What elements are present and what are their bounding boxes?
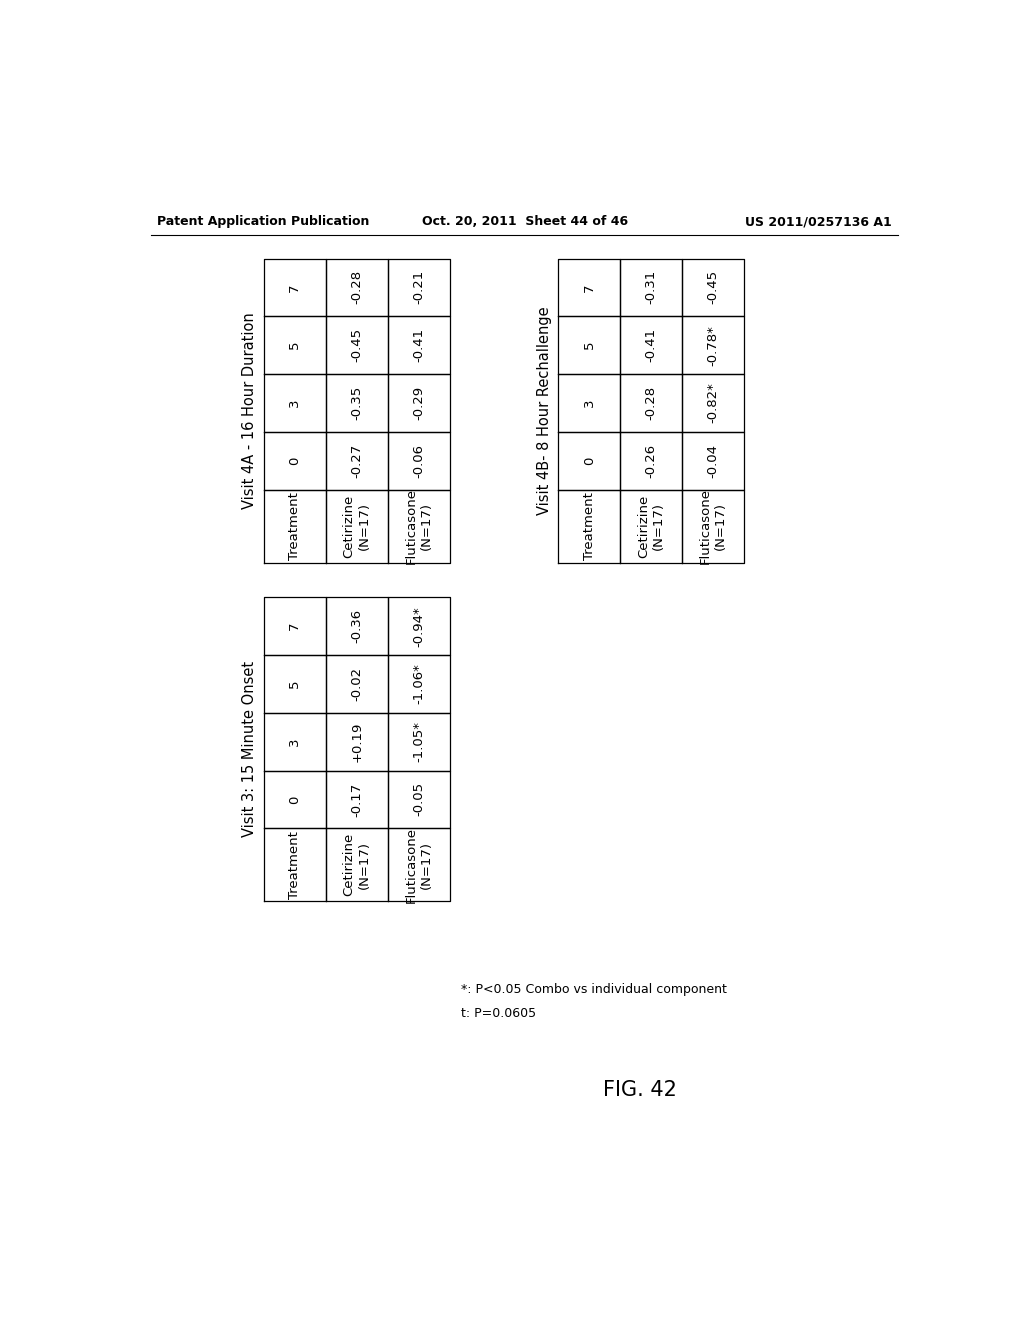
Text: -0.27: -0.27: [350, 444, 364, 478]
Text: Visit 4A - 16 Hour Duration: Visit 4A - 16 Hour Duration: [242, 313, 257, 510]
Text: -0.05: -0.05: [412, 783, 425, 817]
Text: -0.94*: -0.94*: [412, 606, 425, 647]
Text: -0.41: -0.41: [412, 329, 425, 362]
Text: Visit 4B- 8 Hour Rechallenge: Visit 4B- 8 Hour Rechallenge: [537, 306, 552, 515]
Text: FIG. 42: FIG. 42: [602, 1080, 677, 1100]
Text: *: P<0.05 Combo vs individual component: *: P<0.05 Combo vs individual component: [461, 983, 727, 997]
Text: -1.05*: -1.05*: [412, 721, 425, 762]
Text: t: P=0.0605: t: P=0.0605: [461, 1007, 537, 1019]
Text: Treatment: Treatment: [288, 830, 301, 899]
Text: Treatment: Treatment: [288, 492, 301, 560]
Text: -0.35: -0.35: [350, 385, 364, 420]
Text: -0.78*: -0.78*: [707, 325, 720, 366]
Text: Fluticasone
(N=17): Fluticasone (N=17): [404, 488, 432, 564]
Text: Cetirizine
(N=17): Cetirizine (N=17): [343, 495, 371, 557]
Text: 0: 0: [583, 457, 596, 465]
Text: Cetirizine
(N=17): Cetirizine (N=17): [343, 833, 371, 896]
Text: 5: 5: [288, 341, 301, 350]
Text: -0.82*: -0.82*: [707, 383, 720, 424]
Text: -0.31: -0.31: [645, 271, 657, 305]
Text: -0.26: -0.26: [645, 444, 657, 478]
Text: -1.06*: -1.06*: [412, 664, 425, 705]
Text: Oct. 20, 2011  Sheet 44 of 46: Oct. 20, 2011 Sheet 44 of 46: [422, 215, 628, 228]
Text: -0.04: -0.04: [707, 444, 720, 478]
Text: -0.21: -0.21: [412, 271, 425, 305]
Text: 7: 7: [288, 282, 301, 292]
Text: 3: 3: [288, 399, 301, 407]
Text: -0.45: -0.45: [707, 271, 720, 305]
Text: 0: 0: [288, 795, 301, 804]
Text: Cetirizine
(N=17): Cetirizine (N=17): [637, 495, 666, 557]
Text: 3: 3: [583, 399, 596, 407]
Text: 5: 5: [583, 341, 596, 350]
Text: US 2011/0257136 A1: US 2011/0257136 A1: [745, 215, 892, 228]
Text: 5: 5: [288, 680, 301, 688]
Text: 3: 3: [288, 738, 301, 746]
Text: -0.02: -0.02: [350, 667, 364, 701]
Text: 0: 0: [288, 457, 301, 465]
Text: -0.36: -0.36: [350, 609, 364, 643]
Text: -0.41: -0.41: [645, 329, 657, 362]
Text: -0.29: -0.29: [412, 385, 425, 420]
Text: -0.45: -0.45: [350, 329, 364, 362]
Text: Fluticasone
(N=17): Fluticasone (N=17): [404, 826, 432, 903]
Text: Patent Application Publication: Patent Application Publication: [158, 215, 370, 228]
Text: Treatment: Treatment: [583, 492, 596, 560]
Text: Fluticasone
(N=17): Fluticasone (N=17): [699, 488, 727, 564]
Text: -0.28: -0.28: [645, 385, 657, 420]
Text: 7: 7: [583, 282, 596, 292]
Text: Visit 3: 15 Minute Onset: Visit 3: 15 Minute Onset: [242, 661, 257, 837]
Text: 7: 7: [288, 622, 301, 631]
Text: +0.19: +0.19: [350, 722, 364, 762]
Text: -0.17: -0.17: [350, 783, 364, 817]
Text: -0.28: -0.28: [350, 271, 364, 305]
Text: -0.06: -0.06: [412, 444, 425, 478]
